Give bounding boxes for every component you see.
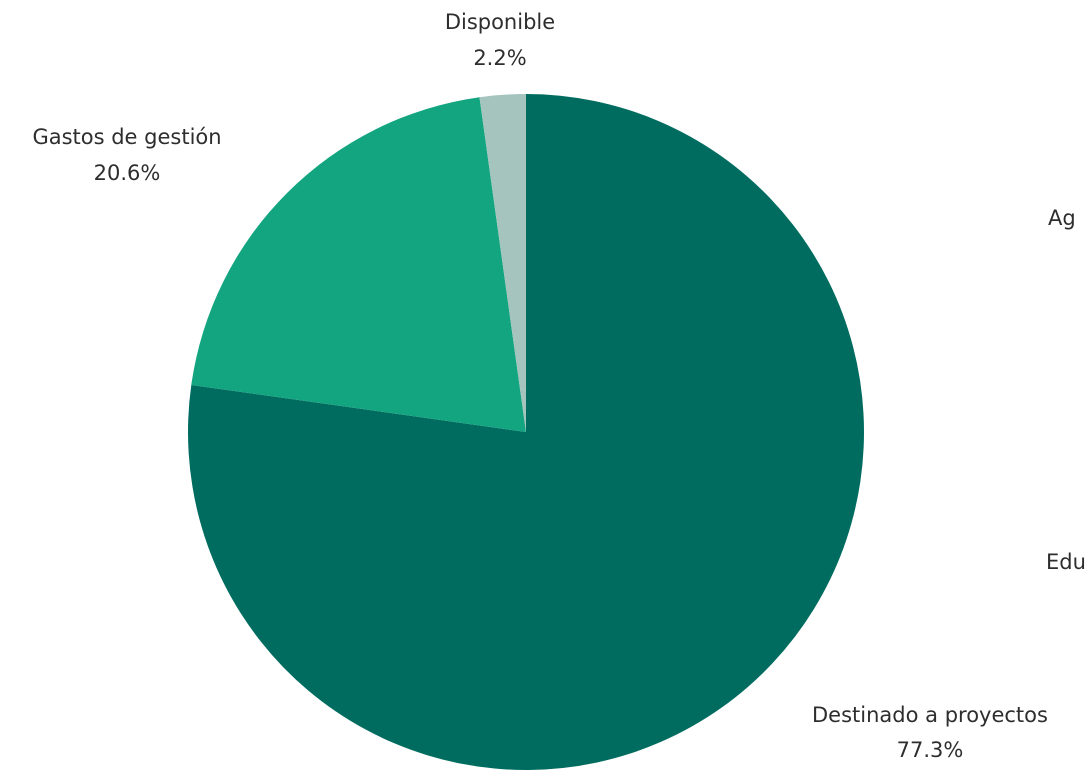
slice-label-destinado-a-proyectos: Destinado a proyectos bbox=[812, 703, 1048, 727]
labels-layer: Destinado a proyectos 77.3% Gastos de gest… bbox=[32, 10, 1048, 762]
pie-slice-gastos-de-gestion bbox=[191, 97, 527, 432]
pie-slice-disponible bbox=[479, 94, 526, 432]
pie-slice-destinado-a-proyectos bbox=[187, 94, 864, 771]
partial-labels-layer: Ag Edu bbox=[1046, 206, 1086, 574]
slice-value-label-disponible: 2.2% bbox=[473, 46, 526, 70]
slice-label-disponible: Disponible bbox=[445, 10, 555, 34]
partial-label-ag: Ag bbox=[1048, 206, 1076, 230]
slices-layer bbox=[187, 94, 864, 771]
slice-value-label-destinado-a-proyectos: 77.3% bbox=[897, 738, 964, 762]
slice-value-label-gastos-de-gestion: 20.6% bbox=[94, 161, 161, 185]
slice-label-gastos-de-gestion: Gastos de gestión bbox=[32, 125, 221, 149]
partial-label-edu: Edu bbox=[1046, 550, 1086, 574]
